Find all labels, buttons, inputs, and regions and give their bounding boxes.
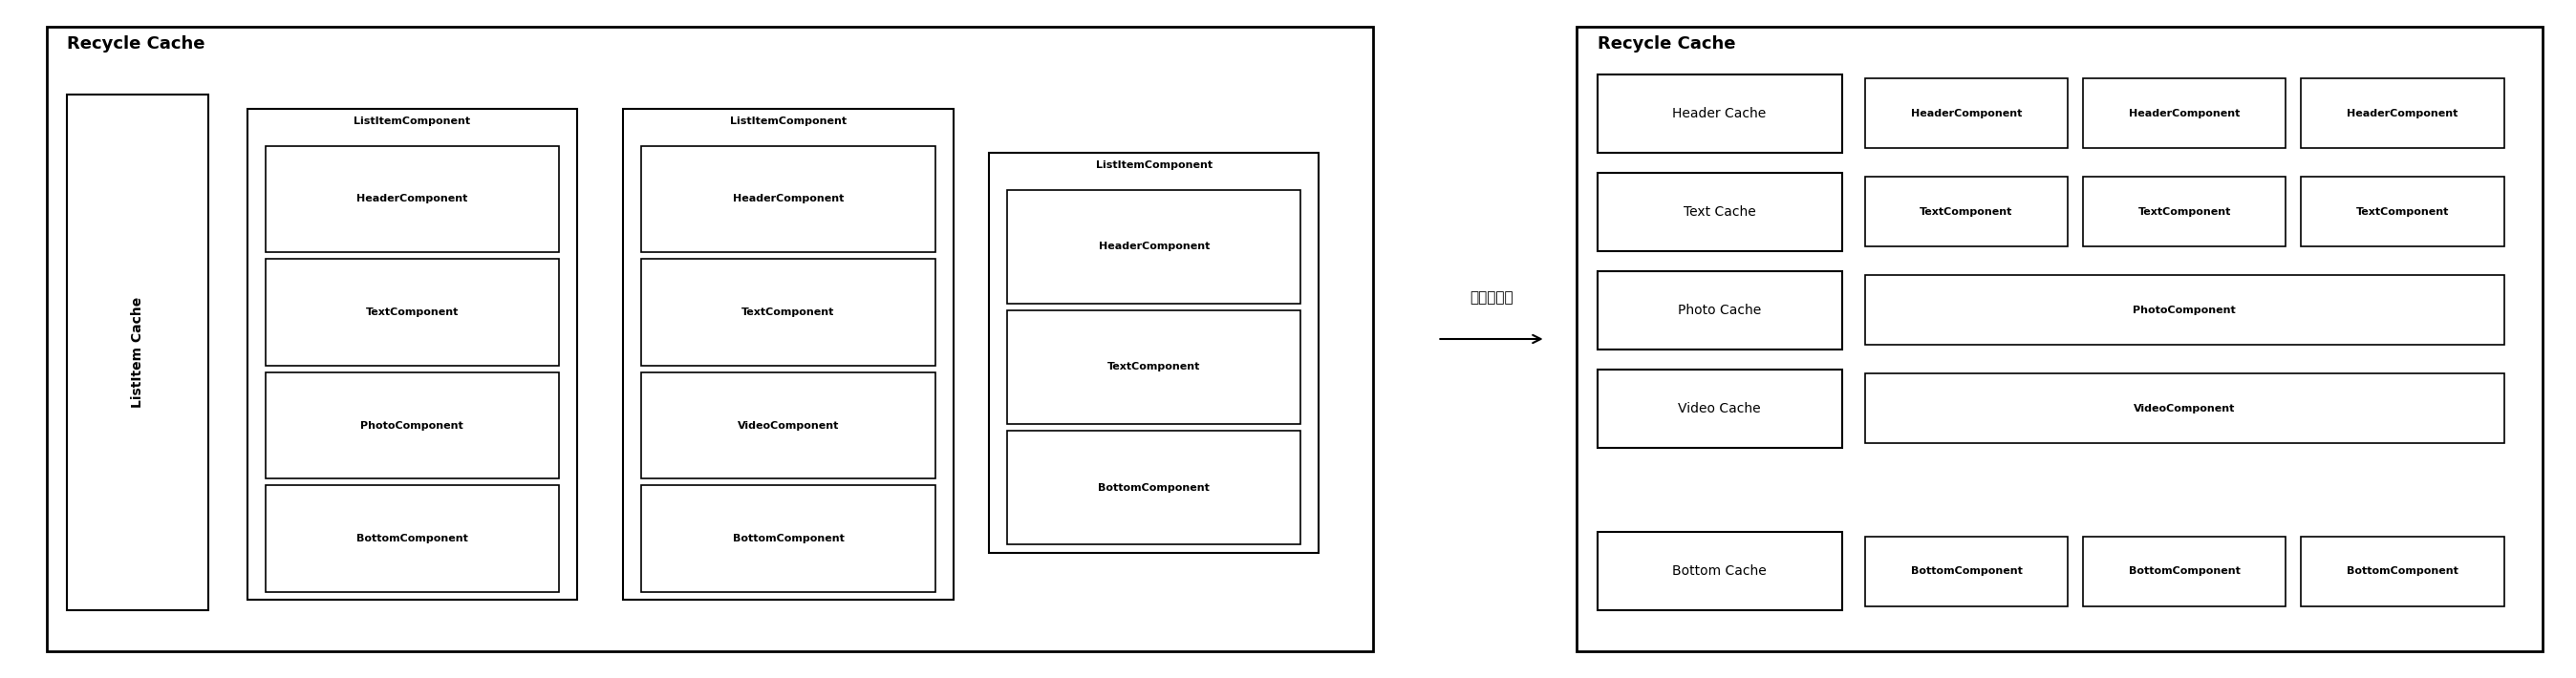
FancyBboxPatch shape [641,372,935,479]
FancyBboxPatch shape [1007,431,1301,544]
FancyBboxPatch shape [2300,177,2504,247]
Text: ListItemComponent: ListItemComponent [1095,161,1213,170]
FancyBboxPatch shape [1865,177,2069,247]
FancyBboxPatch shape [265,146,559,252]
Text: BottomComponent: BottomComponent [1911,566,2022,576]
Text: Video Cache: Video Cache [1677,402,1762,415]
Text: ListItemComponent: ListItemComponent [729,117,848,126]
FancyBboxPatch shape [247,108,577,600]
FancyBboxPatch shape [989,153,1319,553]
FancyBboxPatch shape [641,146,935,252]
FancyBboxPatch shape [265,259,559,365]
FancyBboxPatch shape [67,95,209,610]
FancyBboxPatch shape [1597,532,1842,610]
FancyBboxPatch shape [1850,370,2519,447]
FancyBboxPatch shape [1597,271,1842,349]
Text: VideoComponent: VideoComponent [2133,403,2236,414]
FancyBboxPatch shape [1850,532,2519,610]
FancyBboxPatch shape [2084,79,2285,148]
Text: 细化颗粒度: 细化颗粒度 [1471,291,1512,305]
Text: HeaderComponent: HeaderComponent [2347,108,2458,119]
Text: TextComponent: TextComponent [742,307,835,317]
Text: BottomComponent: BottomComponent [732,534,845,544]
Text: Recycle Cache: Recycle Cache [67,35,206,52]
Text: TextComponent: TextComponent [366,307,459,317]
FancyBboxPatch shape [2300,79,2504,148]
FancyBboxPatch shape [1007,311,1301,424]
FancyBboxPatch shape [1597,370,1842,447]
Text: ListItem Cache: ListItem Cache [131,297,144,408]
FancyBboxPatch shape [211,95,1352,610]
Text: HeaderComponent: HeaderComponent [355,194,469,204]
Text: Photo Cache: Photo Cache [1677,304,1762,317]
FancyBboxPatch shape [1850,75,2519,153]
FancyBboxPatch shape [1865,536,2069,606]
FancyBboxPatch shape [623,108,953,600]
FancyBboxPatch shape [1850,173,2519,251]
FancyBboxPatch shape [1007,190,1301,304]
Text: HeaderComponent: HeaderComponent [2128,108,2241,119]
FancyBboxPatch shape [641,259,935,365]
FancyBboxPatch shape [1865,79,2069,148]
FancyBboxPatch shape [1577,27,2543,651]
Text: TextComponent: TextComponent [2357,207,2450,217]
FancyBboxPatch shape [1597,75,1842,153]
Text: TextComponent: TextComponent [1919,207,2012,217]
FancyBboxPatch shape [1850,271,2519,349]
Text: Recycle Cache: Recycle Cache [1597,35,1736,52]
FancyBboxPatch shape [1865,374,2504,443]
Text: Text Cache: Text Cache [1682,205,1757,218]
Text: HeaderComponent: HeaderComponent [1911,108,2022,119]
Text: PhotoComponent: PhotoComponent [2133,305,2236,315]
Text: ListItemComponent: ListItemComponent [353,117,471,126]
Text: BottomComponent: BottomComponent [1097,483,1211,492]
FancyBboxPatch shape [46,27,1373,651]
Text: BottomComponent: BottomComponent [2347,566,2458,576]
FancyBboxPatch shape [2084,177,2285,247]
FancyBboxPatch shape [1865,275,2504,345]
Text: PhotoComponent: PhotoComponent [361,420,464,431]
Text: TextComponent: TextComponent [2138,207,2231,217]
Text: BottomComponent: BottomComponent [2128,566,2241,576]
FancyBboxPatch shape [265,485,559,592]
Text: HeaderComponent: HeaderComponent [1097,242,1211,252]
FancyBboxPatch shape [265,372,559,479]
FancyBboxPatch shape [1597,173,1842,251]
Text: VideoComponent: VideoComponent [737,420,840,431]
FancyBboxPatch shape [641,485,935,592]
Text: TextComponent: TextComponent [1108,362,1200,372]
FancyBboxPatch shape [2084,536,2285,606]
FancyBboxPatch shape [2300,536,2504,606]
Text: Bottom Cache: Bottom Cache [1672,565,1767,578]
Text: HeaderComponent: HeaderComponent [732,194,845,204]
Text: BottomComponent: BottomComponent [355,534,469,544]
Text: Header Cache: Header Cache [1672,107,1767,120]
